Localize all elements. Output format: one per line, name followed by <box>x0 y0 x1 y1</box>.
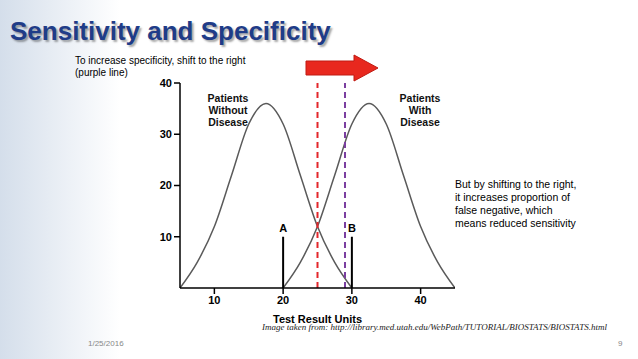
svg-text:B: B <box>348 222 356 234</box>
html-text:9: 9 <box>618 339 623 348</box>
svg-text:20: 20 <box>160 179 172 191</box>
html-text:false negative, which: false negative, which <box>455 204 553 216</box>
html-text:Sensitivity and Specificity: Sensitivity and Specificity <box>10 16 331 46</box>
html-text:1/25/2016: 1/25/2016 <box>88 339 124 348</box>
html-text:Without: Without <box>208 104 248 116</box>
html-text:But by shifting to the right,: But by shifting to the right, <box>455 178 577 190</box>
html-text:Disease: Disease <box>208 116 248 128</box>
html-text:means reduced sensitivity: means reduced sensitivity <box>455 217 576 229</box>
html-text:Image taken from: http://libra: Image taken from: http://library.med.uta… <box>262 322 607 332</box>
html-text:Patients: Patients <box>207 92 249 104</box>
html-text:it increases proportion of: it increases proportion of <box>455 191 570 203</box>
html-text:With: With <box>408 104 432 116</box>
svg-text:Test Result Units: Test Result Units <box>273 313 362 325</box>
svg-text:A: A <box>279 222 287 234</box>
html-text:To increase specificity, shift: To increase specificity, shift to the ri… <box>75 55 246 66</box>
svg-text:30: 30 <box>160 128 172 140</box>
svg-text:10: 10 <box>160 231 172 243</box>
html-text:Disease: Disease <box>400 116 440 128</box>
html-text:Patients: Patients <box>399 92 441 104</box>
html-text:(purple line): (purple line) <box>75 67 128 78</box>
svg-text:20: 20 <box>277 294 289 306</box>
svg-text:30: 30 <box>346 294 358 306</box>
svg-text:40: 40 <box>415 294 427 306</box>
svg-text:10: 10 <box>208 294 220 306</box>
svg-text:40: 40 <box>160 77 172 89</box>
